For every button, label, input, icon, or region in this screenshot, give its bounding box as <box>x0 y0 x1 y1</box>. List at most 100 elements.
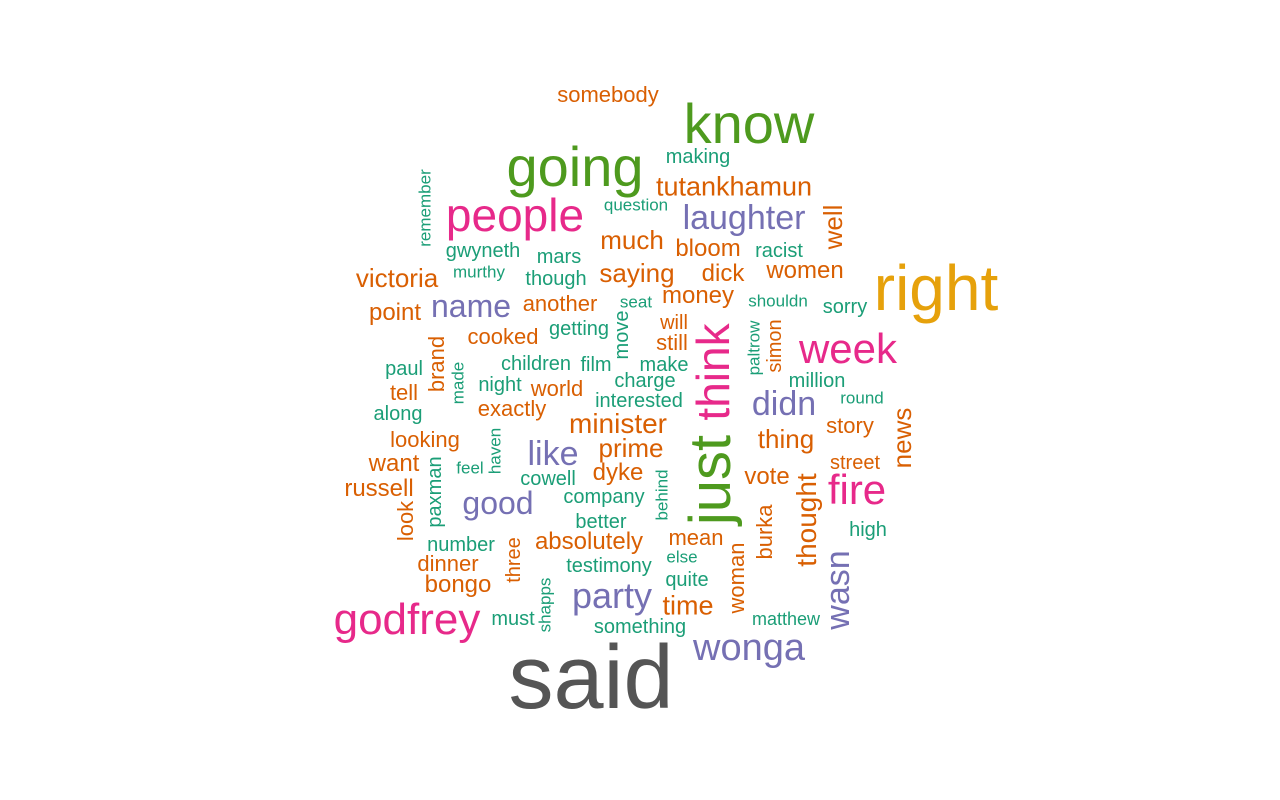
word-want: want <box>368 450 420 477</box>
word-along: along <box>373 403 423 425</box>
word-company: company <box>563 486 645 508</box>
word-three: three <box>503 537 525 583</box>
word-absolutely: absolutely <box>534 528 644 555</box>
word-remember: remember <box>415 169 435 247</box>
word-cooked: cooked <box>467 324 539 349</box>
word-testimony: testimony <box>566 555 652 577</box>
word-just: just <box>678 434 743 526</box>
word-mean: mean <box>668 525 724 550</box>
word-godfrey: godfrey <box>333 595 481 644</box>
word-paxman: paxman <box>424 456 446 528</box>
word-getting: getting <box>548 318 610 340</box>
word-shapps: shapps <box>535 577 555 633</box>
word-charge: charge <box>614 370 676 392</box>
word-mars: mars <box>536 246 582 268</box>
word-round: round <box>840 388 884 408</box>
word-laughter: laughter <box>682 199 806 237</box>
word-wasn: wasn <box>819 550 857 630</box>
word-shouldn: shouldn <box>748 291 808 311</box>
word-simon: simon <box>764 319 786 373</box>
word-russell: russell <box>344 475 414 502</box>
word-prime: prime <box>598 433 664 463</box>
word-question: question <box>603 195 669 215</box>
word-another: another <box>522 291 598 316</box>
word-number: number <box>427 534 495 556</box>
word-still: still <box>656 330 688 355</box>
word-money: money <box>661 282 735 309</box>
word-bloom: bloom <box>675 235 741 262</box>
word-looking: looking <box>390 427 460 452</box>
word-news: news <box>887 407 917 469</box>
word-making: making <box>665 146 731 168</box>
word-fire: fire <box>827 466 887 513</box>
word-burka: burka <box>752 504 777 560</box>
word-party: party <box>571 575 653 616</box>
word-time: time <box>662 590 714 621</box>
word-though: though <box>525 268 587 290</box>
word-know: know <box>683 92 815 155</box>
word-week: week <box>798 325 898 372</box>
word-children: children <box>500 353 572 375</box>
word-paul: paul <box>385 358 423 380</box>
word-racist: racist <box>755 240 803 262</box>
word-think: think <box>687 323 739 421</box>
word-sorry: sorry <box>822 296 868 318</box>
word-dick: dick <box>701 260 745 287</box>
word-must: must <box>491 608 535 630</box>
word-tutankhamun: tutankhamun <box>655 171 813 202</box>
word-minister: minister <box>568 408 668 439</box>
word-will: will <box>660 312 688 334</box>
word-vote: vote <box>744 463 790 490</box>
word-exactly: exactly <box>477 396 547 421</box>
word-interested: interested <box>595 390 683 412</box>
word-look: look <box>393 500 418 542</box>
word-thing: thing <box>757 424 815 454</box>
word-better: better <box>575 511 627 533</box>
word-dinner: dinner <box>417 551 479 576</box>
word-night: night <box>478 374 522 396</box>
word-seat: seat <box>619 292 653 312</box>
word-dyke: dyke <box>592 459 644 486</box>
word-bongo: bongo <box>424 571 492 598</box>
word-somebody: somebody <box>557 82 659 107</box>
word-made: made <box>448 361 468 405</box>
word-name: name <box>430 288 512 324</box>
word-wonga: wonga <box>693 627 805 669</box>
word-feel: feel <box>456 458 484 478</box>
word-film: film <box>580 354 612 376</box>
word-quite: quite <box>665 569 709 591</box>
word-make: make <box>639 354 689 376</box>
word-saying: saying <box>599 258 675 288</box>
word-million: million <box>788 370 846 392</box>
word-gwyneth: gwyneth <box>445 240 521 262</box>
word-world: world <box>530 376 584 401</box>
word-going: going <box>506 135 644 198</box>
word-high: high <box>849 519 887 541</box>
word-street: street <box>829 452 881 474</box>
word-well: well <box>818 204 848 250</box>
word-point: point <box>368 299 422 326</box>
word-matthew: matthew <box>751 609 821 629</box>
word-behind: behind <box>652 469 672 521</box>
word-people: people <box>445 189 585 241</box>
word-much: much <box>600 225 664 255</box>
word-haven: haven <box>485 427 505 475</box>
word-said: said <box>508 628 674 728</box>
word-victoria: victoria <box>355 263 439 293</box>
word-tell: tell <box>389 380 419 405</box>
word-thought: thought <box>791 473 822 567</box>
word-story: story <box>826 413 874 438</box>
word-murthy: murthy <box>453 262 505 282</box>
word-woman: woman <box>724 542 749 614</box>
word-brand: brand <box>424 335 449 393</box>
word-cowell: cowell <box>520 468 576 490</box>
word-move: move <box>611 310 633 360</box>
word-didn: didn <box>751 385 817 423</box>
word-good: good <box>462 485 534 521</box>
word-else: else <box>666 547 698 567</box>
word-women: women <box>766 257 844 284</box>
word-something: something <box>593 616 687 638</box>
word-right: right <box>873 252 999 324</box>
word-like: like <box>527 435 579 473</box>
